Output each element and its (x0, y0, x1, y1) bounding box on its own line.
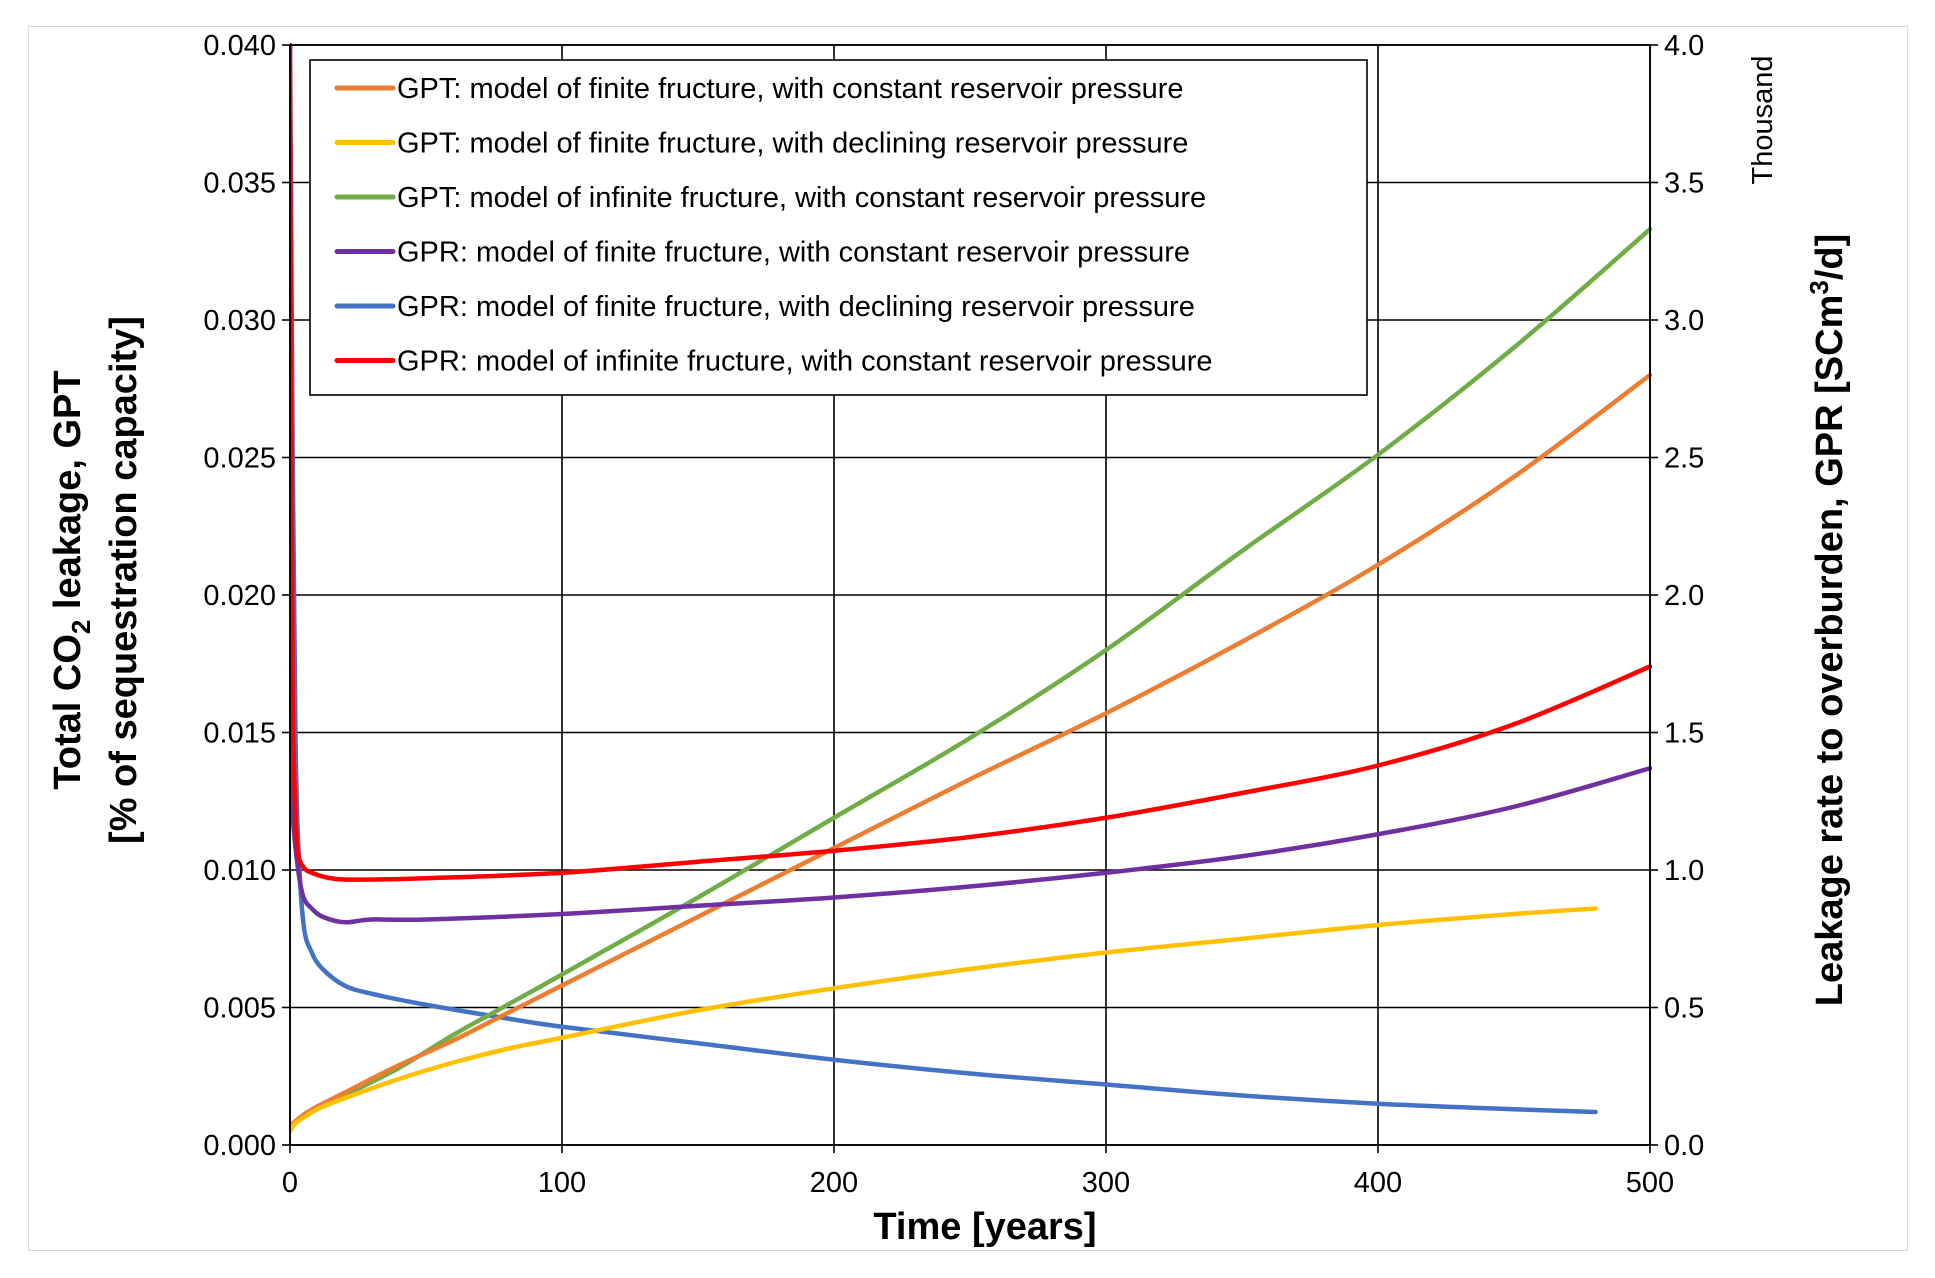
axes: 0.000 0.0 0.005 0.5 0.010 1.0 0.015 1.5 0.020 2.0… (203, 30, 1704, 1199)
y-right-tick-label: 3.0 (1664, 305, 1704, 337)
y-right-tick-label: 2.0 (1664, 580, 1704, 612)
y-left-axis-title-line2: [% of sequestration capacity] (103, 316, 145, 844)
legend-label: GPT: model of finite fructure, with decl… (397, 128, 1188, 160)
plot-border (289, 44, 1651, 1146)
y-right-axis-units-note: Thousand (1747, 56, 1779, 185)
series-line-1 (290, 372, 1652, 1128)
y-left-tick-label: 0.020 (203, 580, 276, 612)
x-tick-label: 200 (810, 1167, 858, 1199)
series-line-5 (290, 43, 1598, 1115)
y-left-tick-label: 0.015 (203, 718, 276, 750)
y-right-tick-label: 1.5 (1664, 718, 1704, 750)
y-right-axis-title: Leakage rate to overburden, GPR [SCm3/d] (1804, 234, 1851, 1007)
legend-label: GPT: model of infinite fructure, with co… (397, 182, 1206, 214)
legend-label: GPT: model of finite fructure, with cons… (397, 73, 1184, 105)
y-left-tick-label: 0.030 (203, 305, 276, 337)
series-line-6 (290, 43, 1652, 882)
x-tick-label: 300 (1082, 1167, 1130, 1199)
legend-label: GPR: model of finite fructure, with cons… (397, 237, 1190, 269)
legend-label: GPR: model of infinite fructure, with co… (397, 346, 1213, 378)
series-line-2 (290, 906, 1598, 1134)
legend: GPT: model of finite fructure, with cons… (309, 59, 1368, 396)
y-left-tick-label: 0.005 (203, 993, 276, 1025)
series-line-3 (290, 227, 1652, 1128)
y-left-tick-label: 0.010 (203, 855, 276, 887)
y-left-axis-title-line1: Total CO2 leakage, GPT (47, 370, 96, 789)
y-right-tick-label: 0.5 (1664, 993, 1704, 1025)
y-left-tick-label: 0.040 (203, 30, 276, 62)
y-right-tick-label: 2.5 (1664, 443, 1704, 475)
y-right-tick-label: 1.0 (1664, 855, 1704, 887)
x-axis-title: Time [years] (873, 1206, 1096, 1248)
y-right-tick-label: 4.0 (1664, 30, 1704, 62)
legend-box (309, 59, 1368, 396)
x-tick-label: 400 (1354, 1167, 1402, 1199)
legend-label: GPR: model of finite fructure, with decl… (397, 291, 1195, 323)
series-line-4 (290, 730, 1652, 925)
y-left-tick-label: 0.025 (203, 443, 276, 475)
x-tick-label: 100 (538, 1167, 586, 1199)
y-left-tick-label: 0.035 (203, 168, 276, 200)
x-tick-label: 0 (282, 1167, 298, 1199)
series-lines (290, 43, 1652, 1134)
x-tick-label: 500 (1626, 1167, 1674, 1199)
chart-frame (28, 26, 1908, 1251)
y-left-tick-label: 0.000 (203, 1130, 276, 1162)
y-right-tick-label: 0.0 (1664, 1130, 1704, 1162)
y-right-tick-label: 3.5 (1664, 168, 1704, 200)
